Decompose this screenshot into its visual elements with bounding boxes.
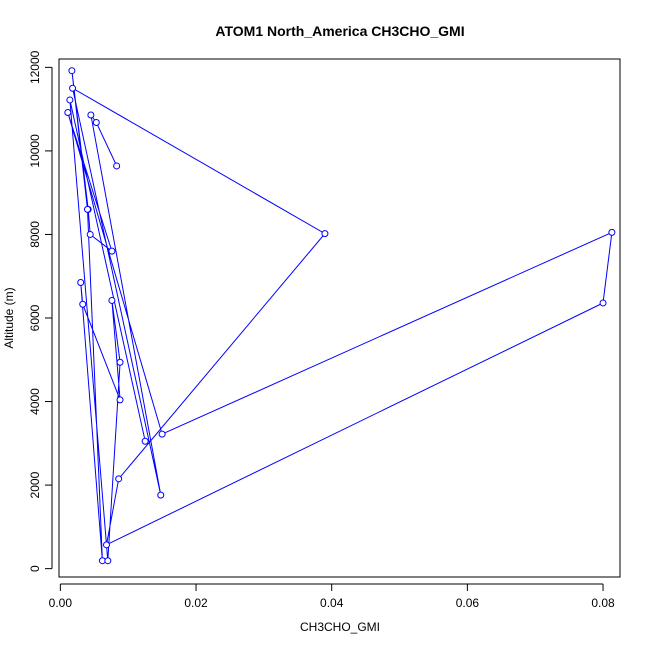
x-tick-label: 0.02 <box>184 596 208 610</box>
series-line <box>67 70 613 561</box>
y-tick-label: 4000 <box>28 388 42 415</box>
x-axis-label: CH3CHO_GMI <box>300 620 380 634</box>
data-point <box>321 230 329 238</box>
data-point <box>86 230 94 238</box>
data-point <box>83 205 91 213</box>
data-point <box>116 396 124 404</box>
data-point <box>79 300 87 308</box>
data-point <box>608 228 616 236</box>
data-point <box>108 247 116 255</box>
x-tick-label: 0.08 <box>591 596 615 610</box>
x-axis: 0.00 0.02 0.04 0.06 0.08 <box>49 583 615 610</box>
y-tick-label: 12000 <box>28 50 42 84</box>
y-tick-label: 8000 <box>28 221 42 248</box>
x-tick-label: 0.04 <box>320 596 344 610</box>
chart-title: ATOM1 North_America CH3CHO_GMI <box>215 23 464 39</box>
data-point <box>87 111 95 119</box>
y-tick-label: 2000 <box>28 471 42 498</box>
data-point <box>64 108 72 116</box>
series-layer <box>64 67 616 565</box>
data-point <box>158 430 166 438</box>
data-point <box>104 557 112 565</box>
data-point <box>108 296 116 304</box>
data-point <box>68 67 76 75</box>
data-point <box>77 278 85 286</box>
plot-frame <box>58 58 621 578</box>
data-point <box>69 84 77 92</box>
data-point <box>157 491 165 499</box>
y-axis: 0 2000 4000 6000 8000 10000 12000 <box>28 50 53 572</box>
data-point <box>92 118 100 126</box>
x-tick-label: 0.00 <box>49 596 73 610</box>
y-tick-label: 10000 <box>28 134 42 168</box>
y-tick-label: 6000 <box>28 304 42 331</box>
data-point <box>113 162 121 170</box>
x-tick-label: 0.06 <box>456 596 480 610</box>
y-axis-label: Altitude (m) <box>2 287 16 348</box>
y-tick-label: 0 <box>28 565 42 572</box>
data-point <box>115 475 123 483</box>
data-point <box>102 541 110 549</box>
data-point <box>116 358 124 366</box>
data-point <box>599 299 607 307</box>
data-point <box>141 437 149 445</box>
data-point <box>66 96 74 104</box>
